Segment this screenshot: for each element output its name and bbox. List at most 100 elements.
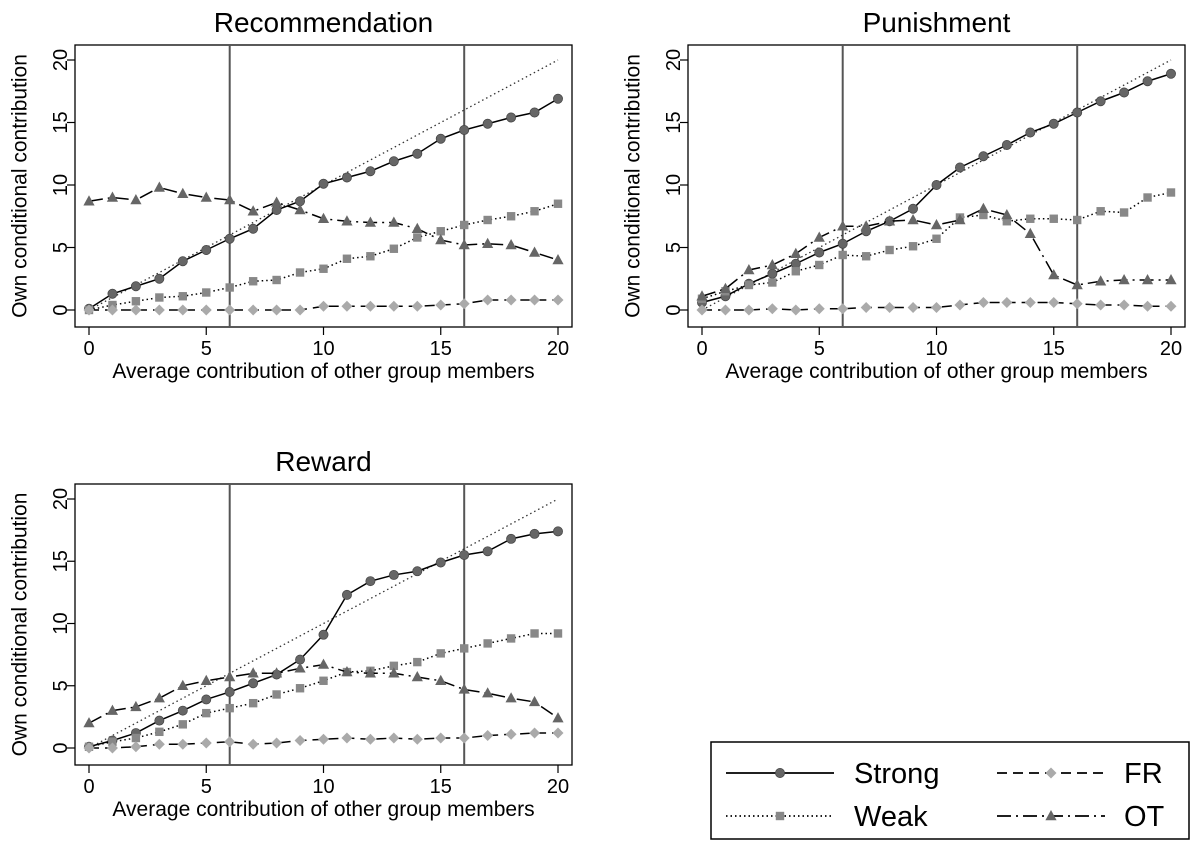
x-tick-label: 5 (201, 338, 212, 360)
chart-panels: Recommendation 0 5 10 15 20 0 5 10 15 20 Average co… (9, 7, 1186, 821)
series-strong (84, 93, 563, 314)
legend-item-fr: FR (997, 758, 1163, 790)
data-point-ot (813, 231, 825, 242)
data-point-weak (225, 703, 234, 713)
data-point-ot (177, 679, 189, 690)
series-fr (83, 727, 564, 754)
data-point-ot (528, 695, 541, 707)
y-axis-label: Own conditional contribution (9, 493, 32, 757)
data-point-ot (954, 214, 966, 225)
data-point-weak (744, 280, 754, 290)
data-point-fr (247, 738, 259, 750)
data-point-fr (153, 738, 165, 750)
x-tick-label: 0 (83, 338, 94, 360)
data-point-fr (83, 304, 95, 316)
data-point-fr (505, 728, 517, 740)
data-point-ot (1095, 275, 1107, 286)
data-point-fr (505, 294, 517, 306)
data-point-fr (552, 727, 564, 739)
y-tick-label: 0 (50, 304, 72, 315)
data-point-strong (482, 118, 493, 129)
data-point-ot (200, 674, 212, 685)
data-point-strong (201, 694, 212, 705)
data-point-fr (482, 730, 494, 742)
data-point-strong (248, 678, 259, 689)
legend-item-strong: Strong (726, 758, 939, 790)
data-point-weak (506, 212, 516, 221)
data-point-fr (907, 302, 919, 313)
data-point-strong (177, 256, 188, 267)
data-point-ot (106, 704, 119, 715)
data-point-ot (1118, 274, 1130, 285)
data-point-weak (155, 727, 164, 737)
data-point-strong (814, 247, 825, 258)
data-point-strong (459, 550, 470, 560)
data-point-strong (107, 288, 118, 299)
series-ot (83, 181, 564, 265)
data-point-ot (153, 181, 165, 192)
data-point-ot (505, 239, 517, 250)
data-point-weak (553, 629, 563, 638)
data-point-weak (1026, 214, 1035, 223)
data-point-strong (529, 528, 540, 539)
y-tick-label: 10 (50, 174, 72, 196)
data-point-strong (459, 125, 470, 135)
data-point-fr (177, 738, 189, 750)
x-tick-label: 10 (312, 776, 334, 798)
data-point-strong (1095, 96, 1106, 107)
legend-marker-weak (775, 811, 785, 821)
data-point-ot (388, 667, 400, 678)
data-point-ot (552, 712, 564, 723)
data-point-fr (884, 302, 896, 313)
data-point-strong (955, 162, 965, 173)
data-point-fr (696, 304, 708, 316)
chart-title: Recommendation (214, 7, 433, 38)
y-axis-label: Own conditional contribution (9, 54, 32, 318)
data-point-fr (341, 732, 353, 744)
data-point-weak (1119, 208, 1129, 217)
data-point-fr (411, 733, 423, 745)
data-point-ot (83, 195, 95, 206)
data-point-ot (743, 264, 755, 275)
data-point-strong (365, 576, 376, 587)
data-point-ot (1024, 227, 1036, 238)
data-point-ot (364, 667, 376, 678)
x-axis-label: Average contribution of other group memb… (112, 798, 534, 821)
series-line-fr (89, 299, 558, 311)
data-point-strong (201, 245, 212, 255)
data-point-weak (108, 737, 117, 746)
data-point-ot (153, 692, 165, 703)
legend-label-ot: OT (1124, 801, 1165, 833)
panel-reward: Reward 0 5 10 15 20 0 5 10 15 20 Average contributi… (9, 446, 573, 821)
data-point-ot (696, 290, 708, 301)
data-point-fr (1165, 300, 1177, 312)
data-point-ot (458, 239, 470, 250)
data-point-fr (271, 737, 283, 749)
data-point-weak (460, 644, 469, 653)
legend-label-fr: FR (1124, 758, 1163, 790)
data-point-weak (178, 720, 187, 729)
data-point-ot (482, 687, 494, 698)
y-tick-label: 15 (50, 111, 72, 133)
data-point-strong (435, 557, 446, 568)
x-tick-label: 15 (430, 776, 452, 798)
data-point-strong (1048, 118, 1059, 129)
plot-frame (74, 483, 573, 766)
data-point-fr (200, 304, 212, 316)
data-point-weak (295, 268, 305, 277)
x-tick-label: 15 (1043, 338, 1065, 360)
data-point-fr (411, 300, 423, 312)
series-line-fr (89, 732, 558, 749)
data-point-ot (1165, 274, 1177, 285)
data-point-strong (412, 148, 423, 159)
data-point-weak (342, 254, 352, 263)
data-point-ot (790, 247, 802, 258)
x-axis-label: Average contribution of other group memb… (112, 360, 534, 383)
legend-marker-fr (1045, 767, 1057, 779)
data-point-fr (719, 304, 731, 316)
y-tick-label: 20 (50, 49, 72, 71)
y-tick-label: 15 (663, 111, 685, 133)
data-point-fr (931, 302, 942, 313)
data-point-ot (271, 196, 283, 207)
data-point-ot (1141, 274, 1154, 285)
